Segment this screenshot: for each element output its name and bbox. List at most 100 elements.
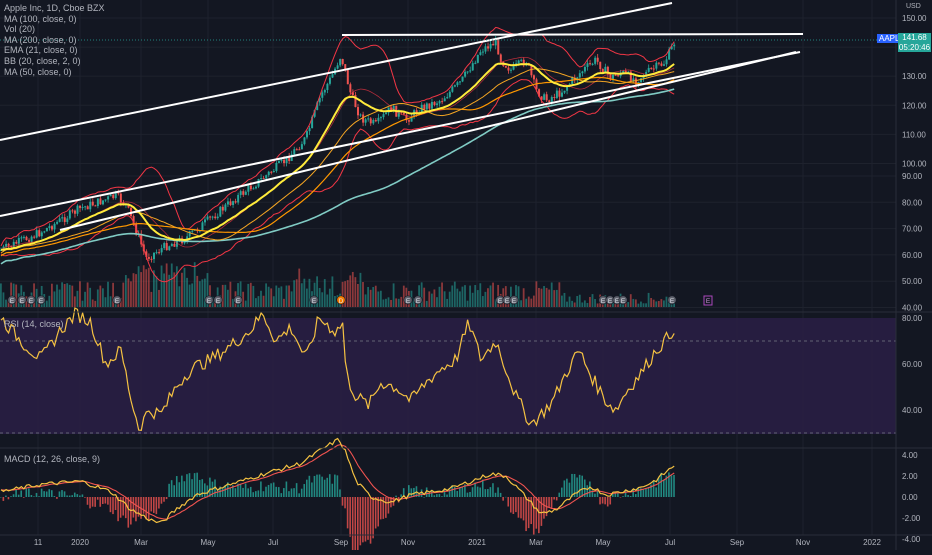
volume-bar <box>413 298 415 307</box>
candle-body <box>51 226 53 230</box>
candle-body <box>515 63 518 65</box>
macd-tick-label: 0.00 <box>902 493 918 502</box>
candle-body <box>94 205 97 207</box>
time-tick-label: May <box>595 538 610 547</box>
candle-body <box>68 210 71 219</box>
macd-histogram-bar <box>155 497 158 515</box>
macd-histogram-bar <box>313 475 316 497</box>
candle-body <box>155 252 158 254</box>
volume-bar <box>589 296 591 307</box>
macd-label[interactable]: MACD (12, 26, close, 9) <box>4 454 101 464</box>
ma50-line <box>0 76 675 257</box>
candle-body <box>660 63 663 66</box>
volume-bar <box>145 269 148 307</box>
macd-histogram-bar <box>660 472 663 497</box>
volume-bar <box>178 286 181 307</box>
macd-histogram-bar <box>40 488 43 497</box>
candle-body <box>339 59 342 66</box>
candle-body <box>277 161 280 164</box>
macd-histogram-bar <box>520 497 522 519</box>
candle-body <box>627 71 630 73</box>
volume-bar <box>632 298 635 307</box>
macd-histogram-bar <box>247 488 249 497</box>
volume-bar <box>548 289 551 307</box>
legend-ma200[interactable]: MA (200, close, 0) <box>4 34 77 45</box>
legend-ema21[interactable]: EMA (21, close, 0) <box>4 45 78 56</box>
candle-body <box>270 171 273 173</box>
volume-bar <box>308 278 311 307</box>
candle-body <box>255 186 257 189</box>
time-tick-label: Jul <box>665 538 675 547</box>
macd-histogram-bar <box>96 497 99 500</box>
macd-histogram-bar <box>170 480 173 497</box>
volume-bar <box>165 263 168 307</box>
candle-body <box>504 66 507 68</box>
legend-symbol[interactable]: Apple Inc, 1D, Cboe BZX <box>4 3 105 13</box>
volume-bar <box>402 285 405 307</box>
volume-bar <box>443 291 446 307</box>
volume-bar <box>520 300 522 307</box>
candle-body <box>303 137 306 145</box>
earnings-marker: E <box>7 295 17 305</box>
macd-histogram-bar <box>150 497 153 512</box>
trendlines <box>0 2 804 231</box>
earnings-marker: E <box>509 295 519 305</box>
volume-bar <box>96 289 99 307</box>
macd-histogram-bar <box>596 491 599 497</box>
rsi-label[interactable]: RSI (14, close) <box>4 319 64 329</box>
macd-histogram-bar <box>379 497 382 520</box>
macd-histogram-bar <box>433 495 436 497</box>
volume-bar <box>175 266 178 307</box>
macd-histogram-bar <box>204 483 206 497</box>
volume-bar <box>285 285 288 307</box>
volume-bar <box>362 282 364 307</box>
macd-histogram-bar <box>405 497 408 498</box>
macd-histogram-bar <box>555 497 558 501</box>
volume-bar <box>385 298 387 307</box>
volume-bar <box>79 281 81 307</box>
candle-body <box>451 86 454 92</box>
macd-histogram-bar <box>466 492 469 497</box>
macd-histogram-bar <box>201 479 204 497</box>
candle-body <box>30 236 33 242</box>
macd-histogram-bar <box>288 491 290 497</box>
candle-body <box>402 112 405 115</box>
legend-vol[interactable]: Vol (20) <box>4 24 36 35</box>
volume-bar <box>226 289 229 307</box>
candle-body <box>494 38 497 46</box>
legend-bb[interactable]: BB (20, close, 2, 0) <box>4 55 81 66</box>
candle-body <box>385 112 388 115</box>
macd-histogram-bar <box>487 489 489 497</box>
candle-body <box>20 237 23 239</box>
macd-histogram-bar <box>341 497 344 506</box>
volume-bar <box>372 287 375 307</box>
countdown: 05:20:46 <box>898 42 931 52</box>
volume-bar <box>328 288 331 307</box>
volume-bar <box>150 291 153 307</box>
candle-body <box>471 63 474 71</box>
price-tick-label: 40.00 <box>902 304 923 313</box>
macd-histogram-bar <box>561 487 563 497</box>
candle-body <box>79 205 82 209</box>
last-price: 141.68 <box>902 33 927 42</box>
macd-histogram-bar <box>369 497 372 544</box>
time-tick-label: Nov <box>796 538 810 547</box>
macd-histogram-bar <box>553 497 555 500</box>
candle-body <box>188 231 191 237</box>
volume-bar <box>346 280 349 307</box>
volume-bar <box>316 276 318 307</box>
macd-histogram-bar <box>206 485 209 497</box>
candle-body <box>0 249 2 251</box>
macd-histogram-bar <box>489 487 492 497</box>
volume-bar <box>237 283 239 307</box>
volume-bar <box>290 291 293 307</box>
candle-body <box>561 92 563 97</box>
legend-ma50[interactable]: MA (50, close, 0) <box>4 66 72 77</box>
macd-histogram-bar <box>456 491 459 497</box>
volume-bar <box>160 265 163 307</box>
legend-ma100[interactable]: MA (100, close, 0) <box>4 13 77 24</box>
marker-label: E <box>706 298 711 305</box>
macd-histogram-bar <box>216 490 219 497</box>
